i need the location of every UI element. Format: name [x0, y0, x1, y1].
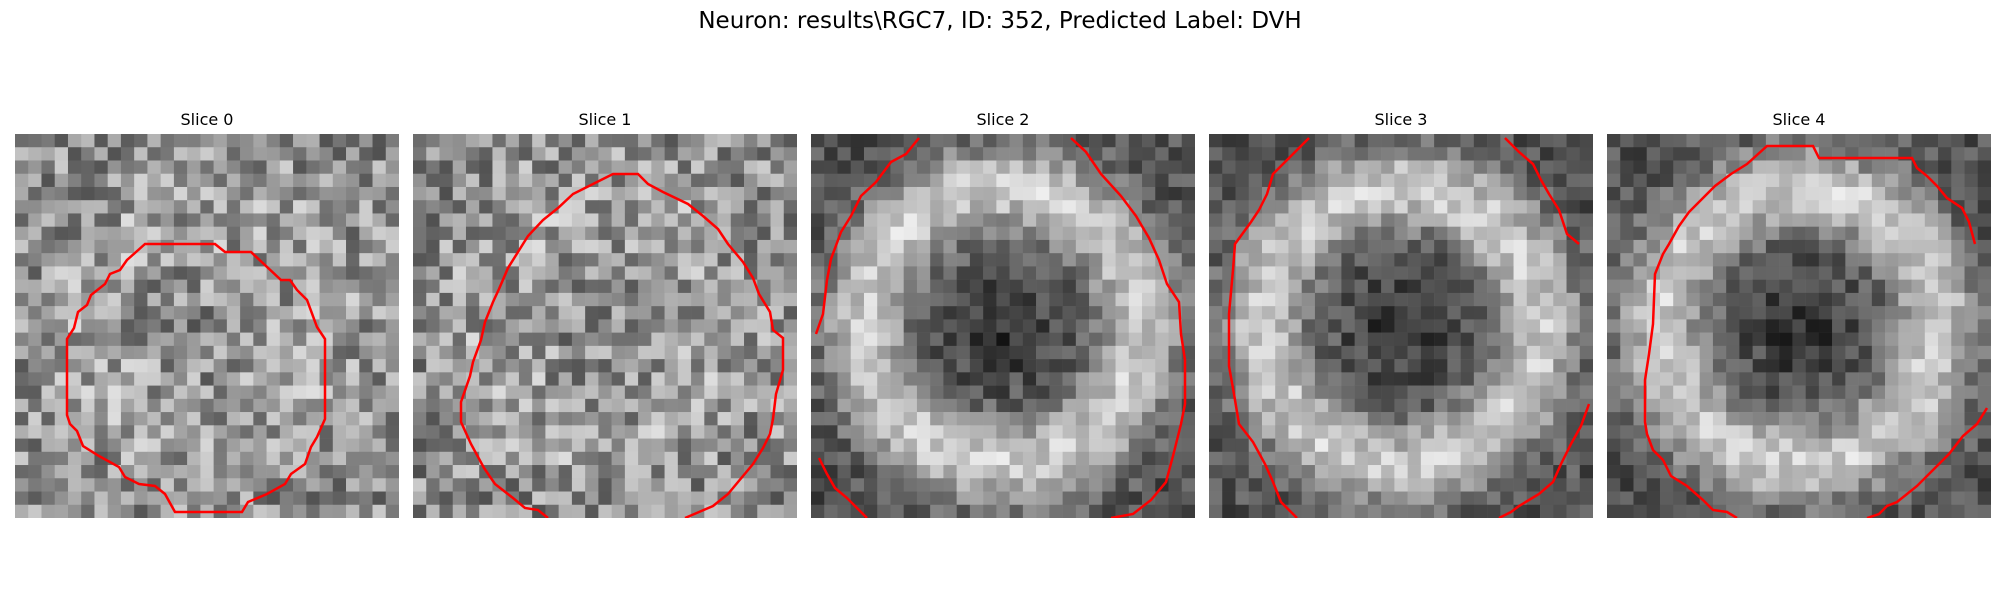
slice-4-contour [1643, 144, 1977, 518]
slice-3-title: Slice 3 [1374, 110, 1428, 129]
slice-2-image [811, 134, 1195, 518]
slice-4-svg [1607, 134, 1991, 518]
slice-4-title: Slice 4 [1772, 110, 1826, 129]
slice-3-contour-left [1227, 137, 1310, 518]
slice-1-svg [413, 134, 797, 518]
slice-2-contour-bottomleft [817, 457, 868, 518]
slice-0-contour [65, 242, 327, 514]
slice-2-contour [814, 137, 920, 335]
slice-0-svg [15, 134, 399, 518]
slice-1-title: Slice 1 [578, 110, 632, 129]
slice-0-image [15, 134, 399, 518]
slice-2-svg [811, 134, 1195, 518]
slice-1-contour [459, 172, 785, 518]
slice-4-pixel-grid [1607, 134, 1991, 518]
slice-3-image [1209, 134, 1593, 518]
slice-1-image [413, 134, 797, 518]
slice-2-title: Slice 2 [976, 110, 1030, 129]
slice-2-pixel-grid [811, 134, 1195, 518]
slice-4-contour-bottomright [1866, 407, 1989, 518]
slice-3-svg [1209, 134, 1593, 518]
slice-3-contour-right [1504, 137, 1580, 245]
slice-3-pixel-grid [1209, 134, 1593, 518]
slice-0-title: Slice 0 [180, 110, 234, 129]
slice-0-pixel-grid [15, 134, 399, 518]
figure-title: Neuron: results\RGC7, ID: 352, Predicted… [698, 8, 1302, 34]
slice-3-contour-bottomright [1498, 403, 1591, 518]
slice-2-contour-right [1070, 137, 1187, 518]
slice-4-image [1607, 134, 1991, 518]
slice-1-pixel-grid [413, 134, 797, 518]
